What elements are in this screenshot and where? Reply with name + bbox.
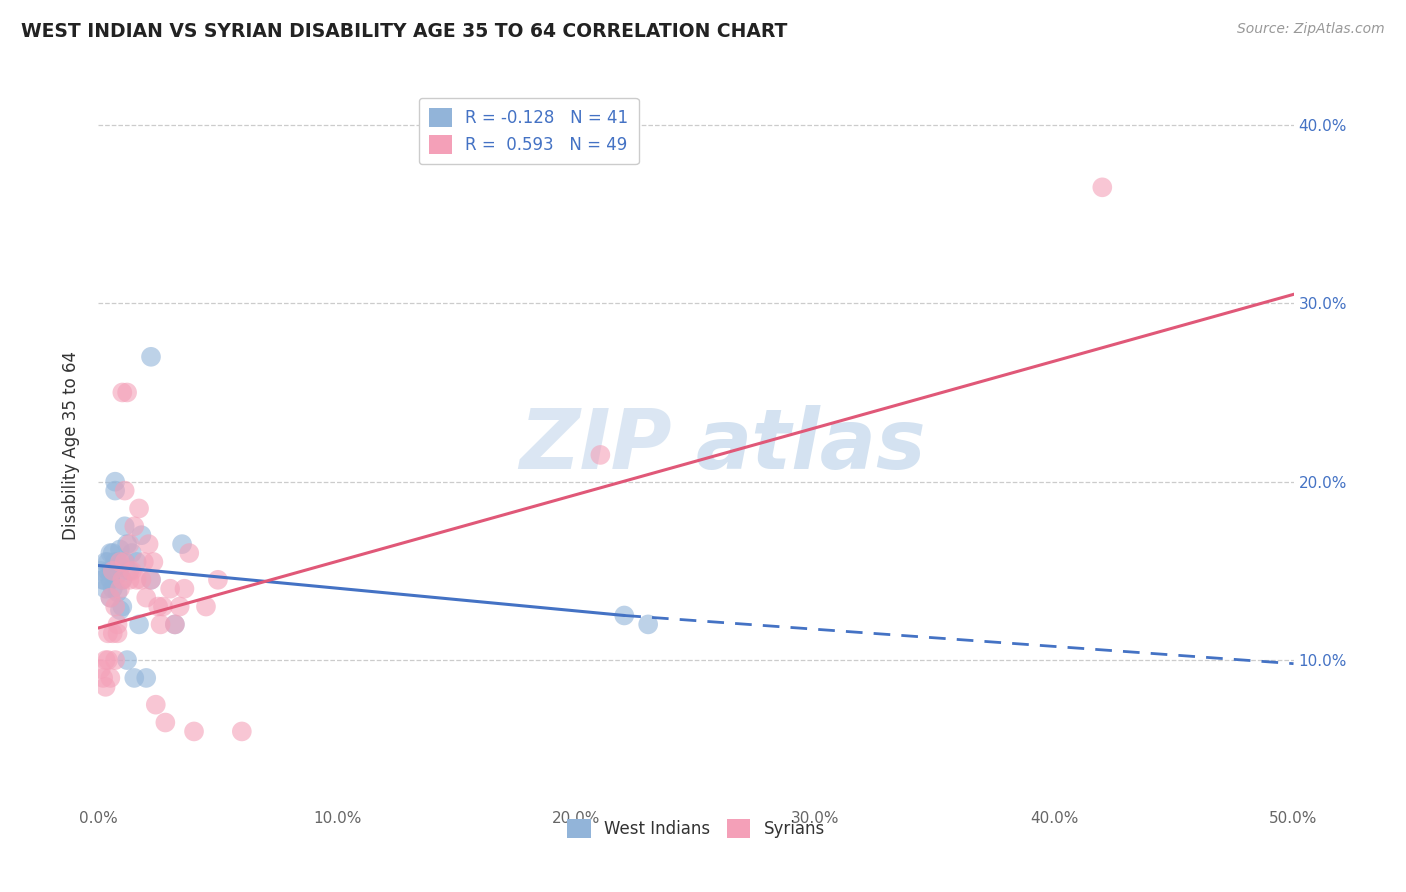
Point bbox=[108, 603, 131, 617]
Point bbox=[91, 573, 114, 587]
Point bbox=[108, 582, 131, 596]
Legend: West Indians, Syrians: West Indians, Syrians bbox=[561, 812, 831, 845]
Point bbox=[111, 573, 134, 587]
Point bbox=[138, 537, 160, 551]
Point bbox=[94, 680, 117, 694]
Point bbox=[139, 573, 162, 587]
Point bbox=[637, 617, 659, 632]
Point bbox=[104, 475, 127, 489]
Point bbox=[108, 555, 131, 569]
Point bbox=[139, 350, 162, 364]
Point bbox=[118, 537, 141, 551]
Point bbox=[173, 582, 195, 596]
Point bbox=[91, 573, 114, 587]
Point bbox=[98, 671, 122, 685]
Point bbox=[107, 555, 129, 569]
Point bbox=[94, 582, 117, 596]
Point bbox=[107, 567, 129, 582]
Point bbox=[104, 483, 127, 498]
Point bbox=[159, 582, 181, 596]
Point bbox=[1091, 180, 1114, 194]
Text: ZIP: ZIP bbox=[519, 406, 672, 486]
Point bbox=[152, 599, 174, 614]
Point bbox=[101, 546, 124, 560]
Point bbox=[125, 573, 148, 587]
Point bbox=[135, 591, 157, 605]
Point bbox=[613, 608, 636, 623]
Point bbox=[589, 448, 612, 462]
Point bbox=[114, 483, 136, 498]
Point bbox=[101, 564, 124, 578]
Point bbox=[139, 573, 162, 587]
Point bbox=[104, 653, 127, 667]
Point bbox=[125, 555, 148, 569]
Point bbox=[97, 626, 120, 640]
Point bbox=[94, 653, 117, 667]
Point bbox=[124, 519, 146, 533]
Point bbox=[97, 555, 120, 569]
Point bbox=[163, 617, 186, 632]
Point bbox=[104, 599, 127, 614]
Point bbox=[118, 564, 141, 578]
Point bbox=[114, 519, 136, 533]
Point bbox=[179, 546, 201, 560]
Point bbox=[131, 528, 153, 542]
Point bbox=[118, 573, 141, 587]
Point bbox=[172, 537, 194, 551]
Text: Source: ZipAtlas.com: Source: ZipAtlas.com bbox=[1237, 22, 1385, 37]
Point bbox=[98, 591, 122, 605]
Point bbox=[90, 662, 112, 676]
Point bbox=[107, 617, 129, 632]
Y-axis label: Disability Age 35 to 64: Disability Age 35 to 64 bbox=[62, 351, 80, 541]
Point bbox=[98, 573, 122, 587]
Point bbox=[108, 560, 131, 574]
Point bbox=[98, 591, 122, 605]
Point bbox=[169, 599, 191, 614]
Point bbox=[98, 546, 122, 560]
Point bbox=[111, 385, 134, 400]
Point bbox=[107, 626, 129, 640]
Point bbox=[124, 671, 146, 685]
Point bbox=[155, 715, 177, 730]
Point bbox=[111, 573, 134, 587]
Point bbox=[115, 537, 138, 551]
Point bbox=[90, 564, 112, 578]
Point bbox=[101, 564, 124, 578]
Point bbox=[148, 599, 170, 614]
Point bbox=[145, 698, 167, 712]
Point bbox=[121, 546, 143, 560]
Point bbox=[97, 653, 120, 667]
Point bbox=[94, 555, 117, 569]
Point bbox=[104, 555, 127, 569]
Point bbox=[91, 671, 114, 685]
Point bbox=[128, 501, 150, 516]
Point bbox=[115, 653, 138, 667]
Point bbox=[107, 585, 129, 599]
Point bbox=[195, 599, 218, 614]
Point bbox=[108, 542, 131, 557]
Point bbox=[101, 626, 124, 640]
Point bbox=[128, 617, 150, 632]
Text: WEST INDIAN VS SYRIAN DISABILITY AGE 35 TO 64 CORRELATION CHART: WEST INDIAN VS SYRIAN DISABILITY AGE 35 … bbox=[21, 22, 787, 41]
Point bbox=[114, 555, 136, 569]
Point bbox=[101, 582, 124, 596]
Point bbox=[142, 555, 165, 569]
Point bbox=[149, 617, 172, 632]
Point bbox=[183, 724, 205, 739]
Point bbox=[231, 724, 253, 739]
Point bbox=[115, 385, 138, 400]
Point bbox=[135, 671, 157, 685]
Point bbox=[131, 573, 153, 587]
Point bbox=[114, 555, 136, 569]
Point bbox=[132, 555, 155, 569]
Point bbox=[121, 564, 143, 578]
Point bbox=[111, 599, 134, 614]
Point bbox=[97, 564, 120, 578]
Point bbox=[163, 617, 186, 632]
Text: atlas: atlas bbox=[696, 406, 927, 486]
Point bbox=[207, 573, 229, 587]
